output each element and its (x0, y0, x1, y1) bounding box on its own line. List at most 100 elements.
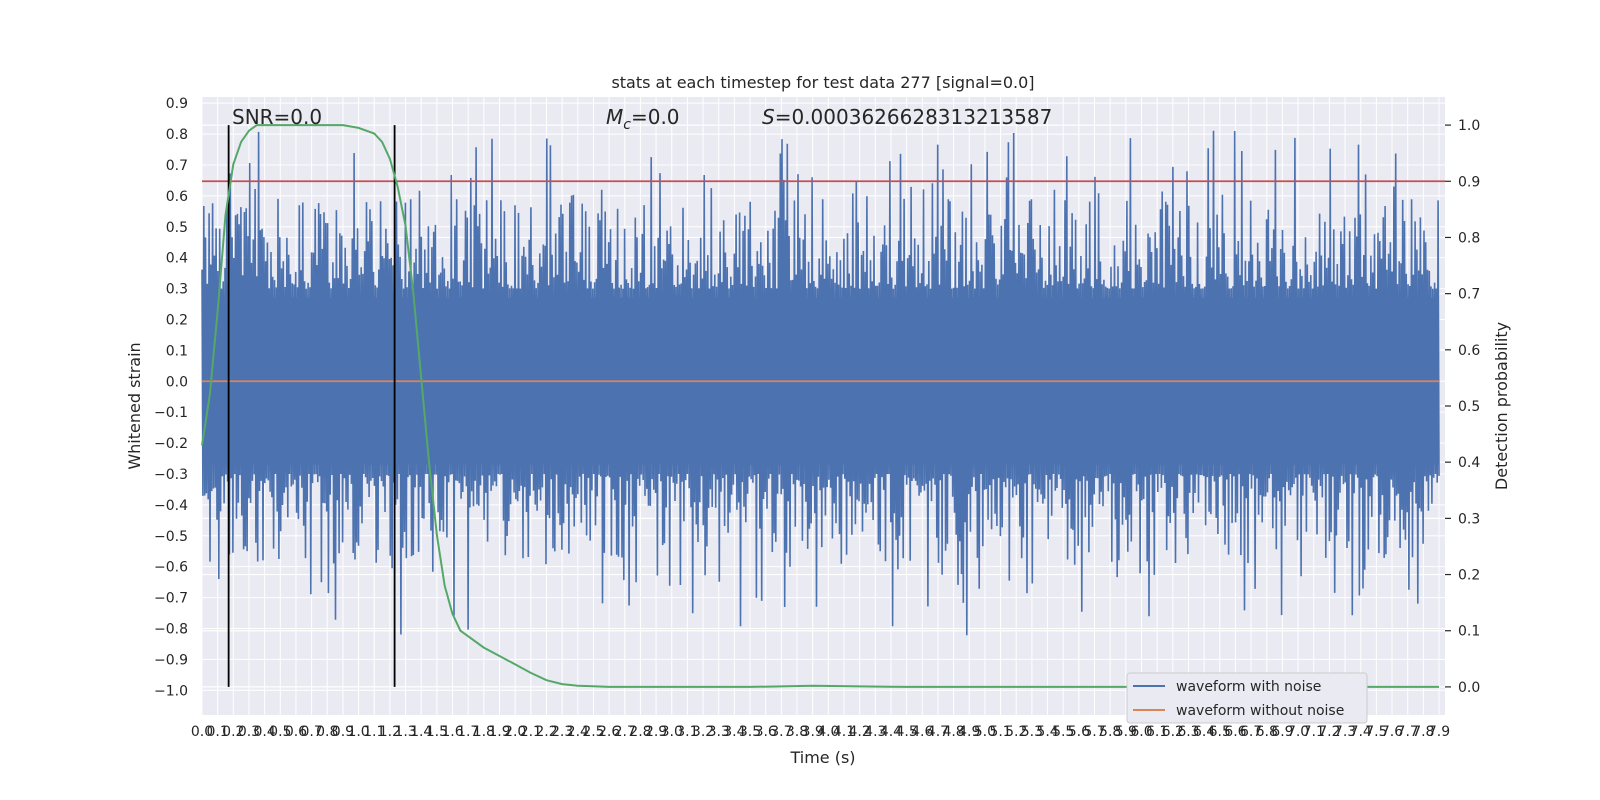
x-tick-label: 3.9 (802, 724, 824, 740)
x-tick-label: 5.1 (989, 724, 1011, 740)
x-tick-label: 2.2 (535, 724, 557, 740)
x-tick-label: 7.4 (1350, 724, 1372, 740)
x-tick-label: 7.1 (1303, 724, 1325, 740)
x-tick-label: 5.0 (974, 724, 996, 740)
y2-tick-label: 0.2 (1458, 568, 1480, 584)
y2-tick-label: 0.8 (1458, 230, 1480, 246)
x-tick-label: 0.2 (222, 724, 244, 740)
x-tick-label: 7.5 (1365, 724, 1387, 740)
x-tick-label: 7.2 (1318, 724, 1340, 740)
x-tick-label: 1.6 (441, 724, 463, 740)
x-tick-label: 2.6 (598, 724, 620, 740)
x-tick-label: 5.6 (1068, 724, 1090, 740)
x-tick-label: 3.3 (708, 724, 730, 740)
x-tick-label: 2.5 (582, 724, 604, 740)
x-tick-label: 1.7 (457, 724, 479, 740)
y-tick-label: −0.2 (154, 436, 188, 452)
y-tick-label: −0.7 (154, 591, 188, 607)
legend-box (1126, 672, 1368, 724)
x-tick-label: 7.8 (1412, 724, 1434, 740)
x-tick-label: 2.7 (614, 724, 636, 740)
x-tick-label: 6.4 (1193, 724, 1215, 740)
x-tick-label: 0.3 (238, 724, 260, 740)
x-tick-label: 2.8 (629, 724, 651, 740)
x-tick-label: 2.1 (520, 724, 542, 740)
x-tick-label: 4.2 (849, 724, 871, 740)
x-tick-label: 6.3 (1177, 724, 1199, 740)
y2-tick-label: 0.1 (1458, 624, 1480, 640)
y-tick-label: 0.1 (166, 343, 188, 359)
x-tick-label: 6.5 (1209, 724, 1231, 740)
x-tick-label: 0.0 (191, 724, 213, 740)
y-tick-label: 0.9 (166, 96, 188, 112)
x-tick-label: 2.4 (567, 724, 589, 740)
x-tick-label: 6.2 (1162, 724, 1184, 740)
x-tick-label: 4.0 (817, 724, 839, 740)
y2-tick-label: 0.0 (1458, 680, 1480, 696)
x-tick-label: 2.0 (504, 724, 526, 740)
x-tick-label: 7.9 (1428, 724, 1450, 740)
x-tick-label: 4.6 (911, 724, 933, 740)
x-tick-label: 3.5 (739, 724, 761, 740)
x-axis-ticks: 0.00.10.20.30.40.50.60.70.80.91.01.11.21… (191, 724, 1450, 740)
y-tick-label: −0.5 (154, 529, 188, 545)
chart-title: stats at each timestep for test data 277… (611, 73, 1034, 92)
y-tick-label: −0.1 (154, 405, 188, 421)
x-tick-label: 5.8 (1099, 724, 1121, 740)
x-tick-label: 5.7 (1083, 724, 1105, 740)
x-tick-label: 6.9 (1271, 724, 1293, 740)
x-tick-label: 4.9 (958, 724, 980, 740)
x-tick-label: 7.3 (1334, 724, 1356, 740)
x-tick-label: 1.4 (410, 724, 432, 740)
y-tick-label: −0.4 (154, 498, 188, 514)
y2-tick-label: 0.7 (1458, 287, 1480, 303)
x-tick-label: 5.4 (1036, 724, 1058, 740)
y-tick-label: 0.4 (166, 251, 188, 267)
detection-probability-line (201, 124, 1439, 688)
x-tick-label: 2.3 (551, 724, 573, 740)
overlay-series (201, 124, 1445, 688)
x-tick-label: 4.7 (927, 724, 949, 740)
x-tick-label: 1.5 (426, 724, 448, 740)
x-tick-label: 3.2 (692, 724, 714, 740)
x-tick-label: 1.1 (363, 724, 385, 740)
x-tick-label: 1.3 (394, 724, 416, 740)
y-tick-label: 0.7 (166, 158, 188, 174)
x-tick-label: 3.4 (723, 724, 745, 740)
y-tick-label: −1.0 (154, 683, 188, 699)
legend: waveform with noise waveform without noi… (1126, 672, 1368, 724)
y-tick-label: −0.3 (154, 467, 188, 483)
y2-tick-label: 1.0 (1458, 118, 1480, 134)
x-axis-label: Time (s) (789, 748, 855, 767)
x-tick-label: 0.4 (254, 724, 276, 740)
x-tick-label: 0.7 (300, 724, 322, 740)
x-tick-label: 4.1 (833, 724, 855, 740)
y-tick-label: 0.2 (166, 312, 188, 328)
x-tick-label: 7.6 (1381, 724, 1403, 740)
x-tick-label: 0.9 (332, 724, 354, 740)
y-tick-label: −0.8 (154, 621, 188, 637)
chirp-mass-annotation: Mc=0.0 (606, 105, 680, 133)
y2-tick-label: 0.3 (1458, 511, 1480, 527)
x-tick-label: 5.2 (1005, 724, 1027, 740)
y2-tick-label: 0.5 (1458, 399, 1480, 415)
x-tick-label: 7.7 (1397, 724, 1419, 740)
x-tick-label: 3.7 (770, 724, 792, 740)
y-tick-label: −0.9 (154, 652, 188, 668)
x-tick-label: 6.8 (1256, 724, 1278, 740)
x-tick-label: 6.1 (1146, 724, 1168, 740)
y2-tick-label: 0.4 (1458, 455, 1480, 471)
x-tick-label: 5.9 (1115, 724, 1137, 740)
x-tick-label: 6.6 (1224, 724, 1246, 740)
x-tick-label: 4.4 (880, 724, 902, 740)
y-axis-label: Whitened strain (125, 342, 144, 469)
y-tick-label: 0.5 (166, 220, 188, 236)
s-annotation: S=0.0003626628313213587 (762, 105, 1052, 129)
snr-annotation: SNR=0.0 (232, 105, 322, 129)
y-tick-label: 0.0 (166, 374, 188, 390)
x-tick-label: 0.6 (285, 724, 307, 740)
x-tick-label: 1.9 (488, 724, 510, 740)
y2-tick-label: 0.9 (1458, 174, 1480, 190)
x-tick-label: 0.8 (316, 724, 338, 740)
